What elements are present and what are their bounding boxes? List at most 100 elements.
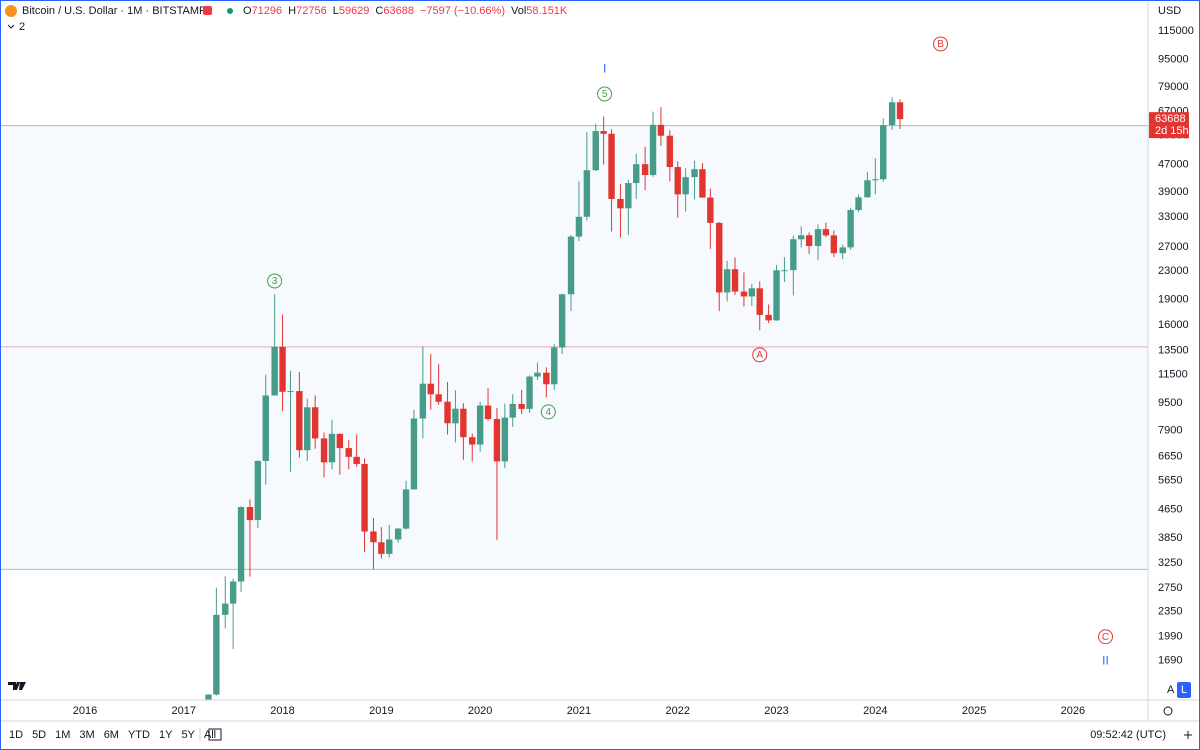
candle-body: [345, 448, 352, 457]
ohlc-value: 59629: [339, 5, 370, 17]
change: −7597 (−10.66%): [420, 5, 505, 17]
candle-body: [213, 614, 220, 695]
date-range-icon[interactable]: [208, 728, 222, 741]
candle-body: [888, 102, 896, 126]
x-tick-label: 2017: [172, 705, 196, 717]
interval-button[interactable]: 1D: [9, 729, 23, 741]
candle-body: [452, 408, 459, 424]
x-tick-label: 2025: [962, 705, 986, 717]
candle-body: [649, 124, 657, 176]
symbol-icon: [5, 5, 17, 17]
candle-body: [427, 383, 434, 395]
interval-button[interactable]: 3M: [79, 729, 94, 741]
price-label-bg: [1149, 112, 1189, 139]
candle-body: [716, 222, 723, 293]
candle-body: [328, 433, 336, 463]
wave-label: I: [603, 62, 606, 76]
annotation-circle: [1098, 629, 1114, 645]
log-button-bg[interactable]: [1177, 682, 1191, 698]
y-tick-label: 19000: [1158, 294, 1189, 306]
indicator-count[interactable]: 2: [19, 21, 25, 33]
interval-button[interactable]: 1M: [55, 729, 70, 741]
log-button[interactable]: L: [1181, 684, 1187, 696]
y-tick-label: 2750: [1158, 582, 1182, 594]
candle-body: [402, 489, 410, 529]
y-tick-label: 1690: [1158, 655, 1182, 667]
candle-body: [896, 102, 904, 120]
candle-body: [386, 539, 393, 554]
y-tick-label: 3850: [1158, 532, 1182, 544]
y-tick-label: 39000: [1158, 186, 1189, 198]
ohlc-label: C: [375, 5, 383, 17]
candle-body: [304, 407, 311, 451]
candle-body: [296, 391, 303, 451]
volume-label: Vol: [511, 5, 526, 17]
ohlc-legend: O71296 H72756 L59629 C63688 −7597 (−10.66%) V…: [243, 5, 568, 17]
interval-button[interactable]: 6M: [104, 729, 119, 741]
wave-label: A: [756, 350, 763, 361]
candle-body: [830, 235, 838, 254]
candle-body: [543, 372, 550, 385]
candle-body: [518, 403, 525, 409]
ohlc-label: L: [333, 5, 339, 17]
interval-button[interactable]: 1Y: [159, 729, 173, 741]
crosshair-icon[interactable]: [1184, 731, 1192, 739]
x-tick-label: 2018: [270, 705, 294, 717]
x-tick-label: 2022: [665, 705, 689, 717]
collapse-icon[interactable]: [7, 24, 15, 29]
annotation-circle: [752, 347, 768, 363]
x-tick-label: 2021: [567, 705, 591, 717]
candle-body: [674, 167, 681, 195]
x-tick-label: 2019: [369, 705, 393, 717]
candle-body: [682, 177, 689, 195]
axes: 1150009500079000670005700047000390003300…: [73, 25, 1194, 717]
candle-body: [814, 229, 822, 247]
clock: 09:52:42 (UTC): [1090, 729, 1166, 741]
candle-body: [756, 288, 763, 315]
candle-body: [246, 507, 254, 521]
symbol-title: Bitcoin / U.S. Dollar · 1M · BITSTAMP: [22, 5, 206, 17]
candle-body: [880, 125, 887, 180]
candle-body: [657, 124, 665, 136]
flag-icon[interactable]: [203, 6, 212, 15]
candle-body: [237, 507, 245, 582]
ohlc-label: H: [288, 5, 296, 17]
candle-body: [740, 291, 748, 297]
candle-body: [551, 347, 558, 385]
y-tick-label: 3250: [1158, 557, 1182, 569]
wave-label: 4: [546, 407, 552, 418]
y-tick-label: 6650: [1158, 450, 1182, 462]
candle-body: [633, 164, 640, 184]
y-tick-label: 5650: [1158, 475, 1182, 487]
logo[interactable]: [8, 682, 26, 690]
candle-body: [501, 417, 509, 462]
y-tick-label: 7900: [1158, 425, 1182, 437]
interval-button[interactable]: YTD: [128, 729, 150, 741]
candle-body: [707, 197, 714, 223]
candle-body: [855, 197, 862, 210]
interval-button[interactable]: 5Y: [181, 729, 195, 741]
volume-value: 58.151K: [526, 5, 568, 17]
candle-body: [484, 405, 492, 420]
market-status: [227, 8, 233, 14]
candle-body: [526, 376, 533, 409]
currency[interactable]: USD: [1158, 5, 1181, 17]
wave-label: 5: [602, 89, 608, 100]
candle-body: [699, 169, 706, 198]
wave-label: C: [1102, 632, 1109, 643]
settings-icon[interactable]: [1163, 706, 1173, 716]
candle-body: [444, 401, 451, 424]
candle-body: [205, 694, 212, 700]
candle-body: [798, 235, 805, 240]
candle-body: [336, 433, 344, 449]
y-tick-label: 1990: [1158, 630, 1182, 642]
interval-button[interactable]: All: [204, 729, 216, 741]
auto-scale-button[interactable]: A: [1167, 684, 1175, 696]
candle-body: [600, 131, 607, 134]
annotation-circle: [267, 273, 283, 289]
candle-body: [723, 269, 731, 293]
interval-button[interactable]: 5D: [32, 729, 46, 741]
ohlc-value: 71296: [252, 5, 283, 17]
annotation-circle: [597, 86, 613, 102]
